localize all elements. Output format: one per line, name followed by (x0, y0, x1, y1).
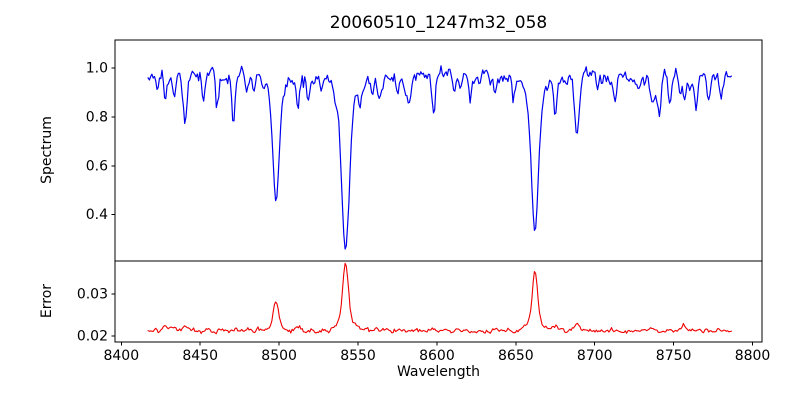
chart-title: 20060510_1247m32_058 (329, 13, 548, 33)
error-y-tick-label: 0.02 (77, 328, 108, 344)
x-tick-label: 8750 (656, 348, 692, 364)
error-y-tick-label: 0.03 (77, 287, 108, 303)
x-tick-label: 8700 (577, 348, 613, 364)
x-tick-label: 8650 (498, 348, 534, 364)
x-tick-label: 8550 (340, 348, 376, 364)
x-tick-label: 8800 (735, 348, 771, 364)
x-tick-label: 8600 (419, 348, 455, 364)
spectrum-y-tick-label: 0.4 (86, 207, 108, 223)
spectrum-series-line (147, 65, 733, 250)
x-axis-label: Wavelength (396, 364, 481, 380)
x-tick-label: 8500 (261, 348, 297, 364)
x-tick-label: 8450 (182, 348, 218, 364)
spectrum-y-tick-label: 0.6 (86, 158, 108, 174)
error-series-line (147, 262, 732, 335)
spectrum-y-tick-label: 0.8 (86, 109, 108, 125)
spectrum-y-tick-label: 1.0 (86, 61, 108, 77)
x-tick-label: 8400 (103, 348, 139, 364)
